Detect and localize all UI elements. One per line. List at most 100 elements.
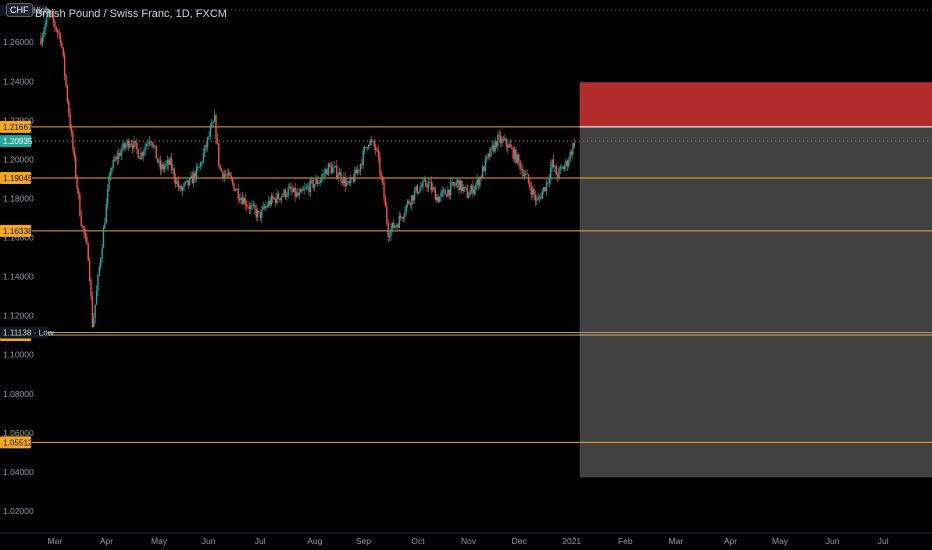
candle-body bbox=[373, 141, 376, 147]
candle-body bbox=[259, 212, 262, 218]
candle-body bbox=[522, 169, 524, 177]
candle-body bbox=[222, 171, 224, 178]
y-tick-label: 1.18000 bbox=[3, 193, 34, 203]
candle-body bbox=[265, 206, 267, 208]
candle-body bbox=[397, 224, 399, 228]
candle-body bbox=[394, 225, 396, 228]
candle-body bbox=[115, 156, 117, 161]
candle-body bbox=[369, 140, 371, 145]
candle-body bbox=[388, 236, 391, 238]
candle-body bbox=[568, 160, 570, 167]
candle-body bbox=[540, 196, 542, 199]
candle-body bbox=[43, 31, 45, 38]
candle-body bbox=[150, 141, 152, 143]
candle-body bbox=[529, 181, 531, 188]
candle-body bbox=[561, 167, 563, 169]
candle-body bbox=[290, 186, 292, 191]
level-label-0: 1.21667 bbox=[3, 123, 33, 132]
candle-body bbox=[170, 158, 173, 170]
candle-body bbox=[62, 47, 64, 56]
chart-title: British Pound / Swiss Franc, 1D, FXCM bbox=[35, 8, 227, 20]
low-label: 1.11138 · Low bbox=[3, 328, 54, 337]
candle-body bbox=[63, 55, 66, 76]
candle-body bbox=[106, 189, 109, 204]
candle-body bbox=[419, 187, 421, 192]
candle-body bbox=[176, 181, 178, 184]
candle-body bbox=[119, 152, 121, 156]
candle-body bbox=[193, 172, 195, 184]
candle-body bbox=[361, 164, 363, 165]
candle-body bbox=[350, 177, 352, 184]
candle-body bbox=[298, 192, 301, 196]
currency-badge[interactable]: CHF bbox=[6, 3, 33, 17]
candle-body bbox=[133, 140, 135, 149]
candle-body bbox=[322, 173, 324, 178]
candle-body bbox=[97, 275, 99, 291]
candle-body bbox=[172, 168, 174, 170]
candle-body bbox=[512, 148, 514, 159]
candle-body bbox=[325, 169, 327, 174]
x-tick-label: Dec bbox=[512, 536, 528, 546]
level-label-2: 1.16338 bbox=[3, 227, 33, 236]
candle-body bbox=[118, 152, 120, 160]
candle-body bbox=[399, 216, 402, 218]
candle-body bbox=[312, 179, 314, 188]
candle-body bbox=[420, 186, 423, 188]
candle-body bbox=[401, 217, 403, 219]
candle-body bbox=[473, 189, 476, 194]
candle-body bbox=[366, 147, 369, 149]
candle-body bbox=[541, 191, 544, 199]
candle-body bbox=[466, 188, 469, 198]
candle-body bbox=[463, 186, 466, 188]
candle-body bbox=[451, 182, 453, 183]
candle-body bbox=[162, 164, 164, 170]
candles bbox=[40, 8, 575, 329]
candle-body bbox=[238, 198, 241, 201]
candle-body bbox=[337, 175, 339, 178]
candle-body bbox=[572, 143, 574, 155]
candle-body bbox=[438, 196, 441, 203]
candle-body bbox=[219, 164, 221, 170]
candle-body bbox=[493, 145, 495, 152]
candle-body bbox=[111, 167, 113, 173]
x-tick-label: Jul bbox=[878, 536, 889, 546]
candle-body bbox=[195, 166, 198, 179]
candle-body bbox=[452, 182, 455, 185]
candle-body bbox=[358, 170, 360, 171]
candle-body bbox=[334, 165, 337, 167]
candle-body bbox=[311, 179, 313, 181]
candle-body bbox=[112, 159, 114, 168]
candle-body bbox=[523, 174, 526, 177]
candle-body bbox=[73, 149, 76, 157]
candle-body bbox=[413, 191, 416, 201]
candle-body bbox=[391, 222, 394, 229]
candle-body bbox=[66, 85, 69, 102]
candle-body bbox=[440, 192, 442, 197]
candle-body bbox=[309, 180, 312, 193]
candle-body bbox=[130, 143, 132, 145]
candle-body bbox=[56, 30, 59, 33]
x-tick-label: Nov bbox=[461, 536, 477, 546]
candle-body bbox=[383, 182, 385, 198]
candle-body bbox=[445, 194, 448, 197]
candle-body bbox=[258, 210, 260, 213]
candle-body bbox=[379, 156, 381, 174]
candle-body bbox=[148, 141, 151, 144]
candle-body bbox=[565, 160, 567, 166]
candle-body bbox=[316, 179, 319, 184]
candle-body bbox=[506, 144, 509, 148]
candle-body bbox=[41, 37, 44, 45]
candle-body bbox=[51, 13, 53, 15]
x-tick-label: May bbox=[772, 536, 789, 546]
candle-body bbox=[437, 196, 439, 203]
candle-body bbox=[231, 179, 234, 184]
level-label-4: 1.05512 bbox=[3, 438, 33, 447]
candle-body bbox=[363, 147, 366, 151]
candle-body bbox=[302, 189, 305, 191]
y-tick-label: 1.26000 bbox=[3, 37, 34, 47]
candle-body bbox=[415, 186, 417, 192]
candle-body bbox=[355, 169, 357, 174]
candle-body bbox=[494, 141, 496, 152]
candle-body bbox=[327, 163, 330, 175]
